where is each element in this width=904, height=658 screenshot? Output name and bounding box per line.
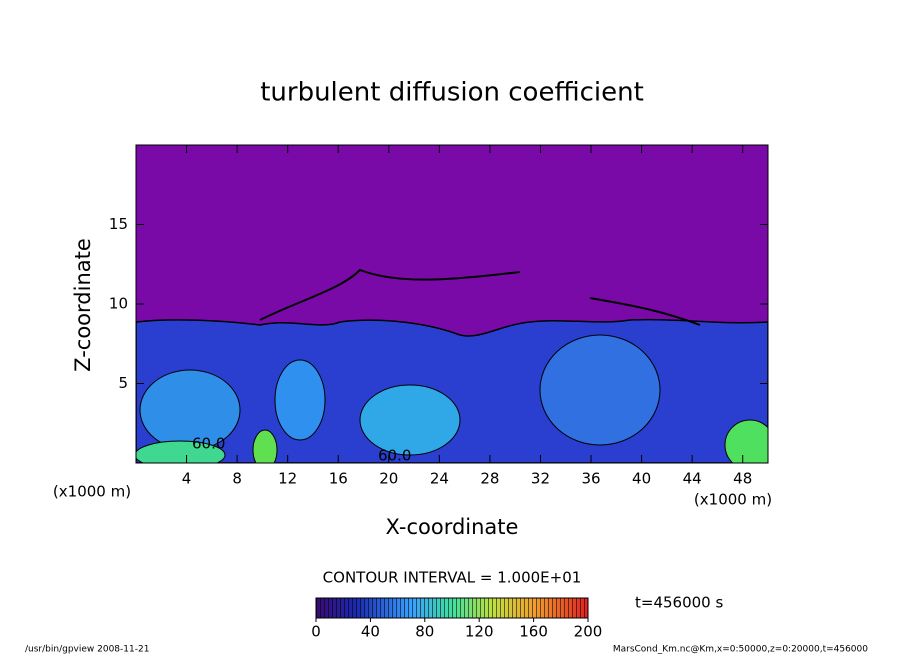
x-tick-label: 32	[531, 470, 550, 488]
x-tick-label: 48	[733, 470, 752, 488]
x-axis-label: X-coordinate	[386, 515, 519, 539]
colorbar-stripes	[315, 597, 589, 619]
x-tick-label: 4	[182, 470, 192, 488]
x-unit: (x1000 m)	[53, 483, 131, 501]
colorbar-tick-label: 0	[311, 623, 321, 641]
x-tick-label: 20	[379, 470, 398, 488]
y-axis-label: Z-coordinate	[71, 238, 95, 372]
x-tick-label: 36	[581, 470, 600, 488]
colorbar-tick-label: 160	[519, 623, 548, 641]
y-tick-label: 5	[118, 374, 128, 392]
x-tick-label: 8	[232, 470, 242, 488]
colorbar-tick-label: 40	[361, 623, 380, 641]
contour-interval: CONTOUR INTERVAL = 1.000E+01	[323, 569, 582, 587]
x-tick-label: 40	[632, 470, 651, 488]
colorbar-tick-label: 80	[415, 623, 434, 641]
x-tick-label: 12	[278, 470, 297, 488]
x-tick-label: 24	[430, 470, 449, 488]
colorbar-tick-label: 200	[574, 623, 603, 641]
y-unit: (x1000 m)	[694, 491, 772, 509]
time-label: t=456000 s	[635, 594, 723, 612]
y-tick-label: 10	[109, 295, 128, 313]
contour-label: 60.0	[378, 447, 411, 465]
x-tick-label: 44	[683, 470, 702, 488]
contour-label: 60.0	[192, 435, 225, 453]
footer-right: MarsCond_Km.nc@Km,x=0:50000,z=0:20000,t=…	[613, 645, 868, 655]
colorbar-tick-label: 120	[465, 623, 494, 641]
footer-left: /usr/bin/gpview 2008-11-21	[25, 645, 149, 655]
contour-field	[136, 145, 768, 463]
x-tick-label: 28	[480, 470, 499, 488]
chart-title: turbulent diffusion coefficient	[260, 78, 644, 108]
y-tick-label: 15	[109, 215, 128, 233]
x-tick-label: 16	[329, 470, 348, 488]
